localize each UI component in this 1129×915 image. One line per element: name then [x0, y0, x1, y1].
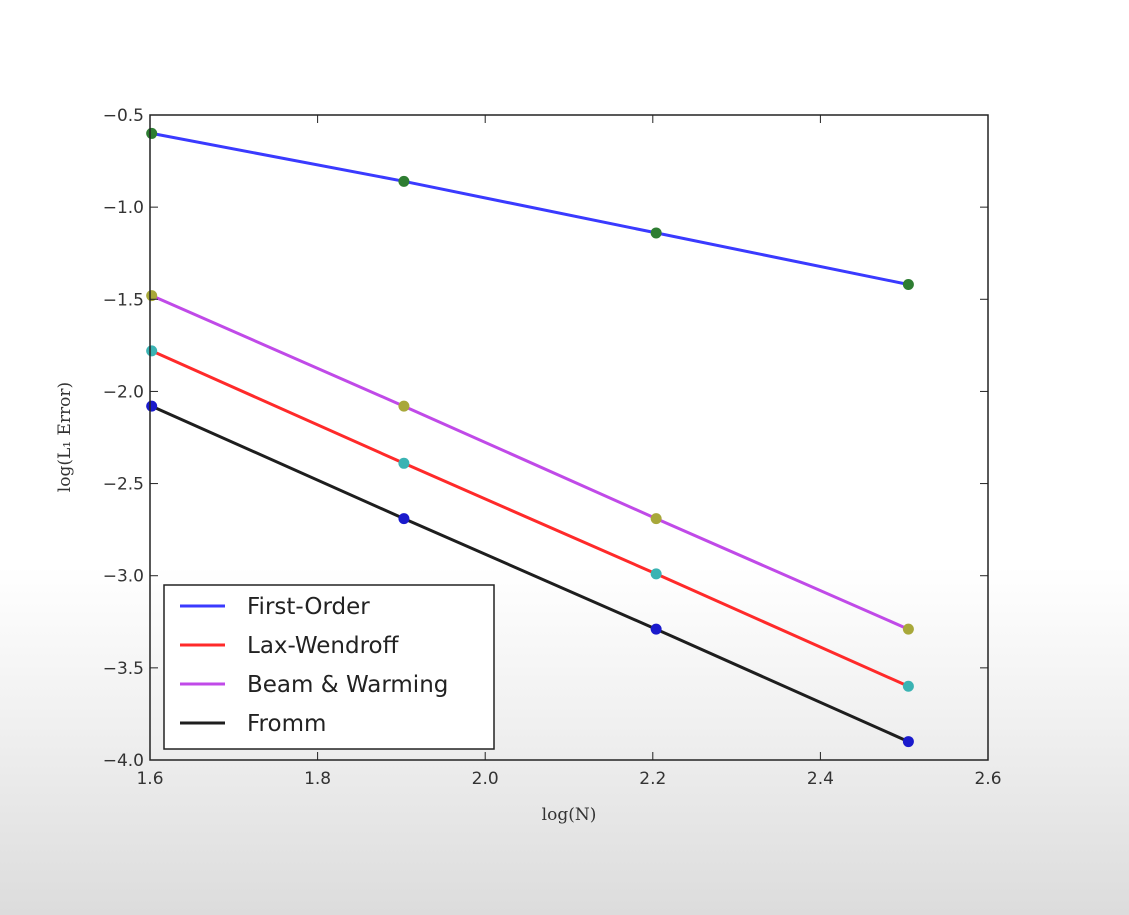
y-tick-label: −1.0 [103, 198, 144, 218]
series-line-first-order [151, 131, 909, 286]
series-line-beam-warming [151, 294, 910, 631]
y-tick-label: −3.5 [103, 659, 144, 679]
x-tick-label: 1.8 [304, 769, 331, 789]
data-point-first-order [398, 175, 410, 187]
series-line-fromm [151, 404, 910, 743]
y-tick-label: −0.5 [103, 106, 144, 126]
x-tick-label: 2.6 [974, 769, 1001, 789]
data-point-first-order [902, 279, 914, 291]
data-point-lax-wendroff [398, 457, 410, 469]
data-point-fromm [650, 623, 662, 635]
data-point-first-order [650, 227, 662, 239]
y-tick-label: −2.5 [103, 475, 144, 495]
data-point-lax-wendroff [902, 680, 914, 692]
x-tick-label: 1.6 [136, 769, 163, 789]
legend-label-fromm: Fromm [247, 711, 326, 737]
series-layer [146, 127, 914, 748]
y-tick-label: −4.0 [103, 751, 144, 771]
x-tick-label: 2.2 [639, 769, 666, 789]
data-point-lax-wendroff [146, 345, 158, 357]
legend-label-lax-wendroff: Lax-Wendroff [247, 633, 400, 659]
data-point-lax-wendroff [650, 568, 662, 580]
data-point-fromm [902, 736, 914, 748]
legend-label-beam-warming: Beam & Warming [247, 672, 448, 698]
x-tick-label: 2.4 [807, 769, 834, 789]
data-point-first-order [146, 127, 158, 139]
legend: First-Order Lax-Wendroff Beam & Warming Fro… [163, 584, 495, 750]
axis-ticks: 1.6 1.8 2.0 2.2 2.4 2.6 −0.5 −1.0 −1.5 −2.0 −2.5 −3… [103, 106, 1002, 789]
data-point-fromm [398, 513, 410, 525]
data-point-beam-warming [902, 623, 914, 635]
y-tick-label: −3.0 [103, 567, 144, 587]
data-point-beam-warming [650, 513, 662, 525]
y-tick-label: −1.5 [103, 290, 144, 310]
legend-label-first-order: First-Order [247, 594, 370, 620]
x-axis-label: log(N) [542, 805, 597, 825]
data-point-beam-warming [146, 290, 158, 302]
plot-area-frame [149, 114, 989, 761]
y-axis-label: log(L₁ Error) [55, 382, 75, 492]
y-tick-label: −2.0 [103, 382, 144, 402]
data-point-fromm [146, 400, 158, 412]
data-point-beam-warming [398, 400, 410, 412]
x-tick-label: 2.0 [472, 769, 499, 789]
series-line-lax-wendroff [151, 349, 910, 688]
